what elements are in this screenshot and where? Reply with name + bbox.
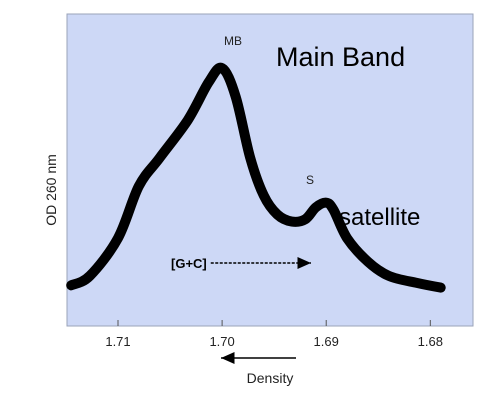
gc-direction-label: [G+C] <box>171 256 207 271</box>
satellite-peak-tag: S <box>306 173 314 187</box>
x-tick-label: 1.70 <box>209 334 234 349</box>
x-tick-label: 1.69 <box>314 334 339 349</box>
x-tick-label: 1.71 <box>105 334 130 349</box>
x-ticks: 1.71 1.70 1.69 1.68 <box>105 320 443 349</box>
x-axis-label: Density <box>247 370 294 386</box>
y-axis-label: OD 260 nm <box>43 154 59 226</box>
x-tick-label: 1.68 <box>418 334 443 349</box>
main-band-callout: Main Band <box>276 42 405 72</box>
plot-area <box>66 13 474 327</box>
absorbance-curve <box>66 62 446 293</box>
main-peak-tag: MB <box>224 34 242 48</box>
satellite-callout: satellite <box>339 204 420 231</box>
